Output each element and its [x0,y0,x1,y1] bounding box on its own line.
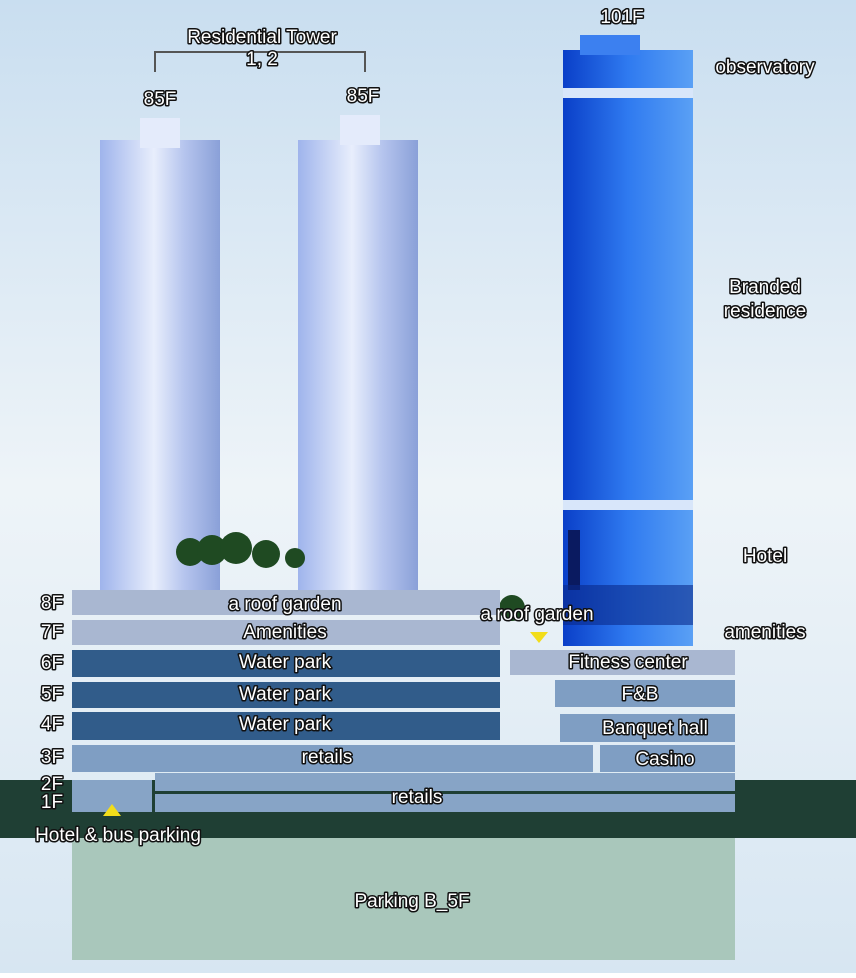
basement-label: Parking B_5F [354,891,469,912]
floor-label: Water park [239,652,332,673]
trees [176,532,525,621]
floor-label: a roof garden [228,594,341,615]
floor-level: 4F [41,714,63,735]
floor-label: Amenities [243,622,326,643]
zone-label: Branded [729,277,801,298]
tower-height: 85F [144,89,177,110]
tower-height: 101F [600,7,643,28]
floor-label: retails [302,747,353,768]
podium-label: a roof garden [480,604,593,625]
floor-level: 7F [41,622,63,643]
slabs [72,590,735,816]
floor-label: retails [392,787,443,808]
zone-label: Hotel [743,546,787,567]
floor-level: 5F [41,684,63,705]
floor-level: 8F [41,593,63,614]
floor-label: Water park [239,714,332,735]
bracket [154,51,366,72]
floor-label: Water park [239,684,332,705]
residential-tower-1 [100,118,220,590]
floor-level: 2F [41,774,63,795]
podium-label: Banquet hall [602,718,708,739]
floor-level: 3F [41,747,63,768]
zone-label: residence [724,301,806,322]
title: 1, 2 [246,49,278,70]
podium-label: Fitness center [568,652,688,673]
floor-level: 6F [41,653,63,674]
floor-level: 1F [41,792,63,813]
title: Residential Tower [187,27,337,48]
main-tower [563,35,693,646]
floor-label: Hotel & bus parking [35,825,201,846]
podium-label: Casino [635,749,694,770]
podium-label: F&B [622,684,659,705]
basement-box [72,838,735,960]
residential-tower-2 [298,115,418,590]
tower-height: 85F [347,86,380,107]
zone-label: amenities [724,622,805,643]
zone-label: observatory [715,57,815,78]
